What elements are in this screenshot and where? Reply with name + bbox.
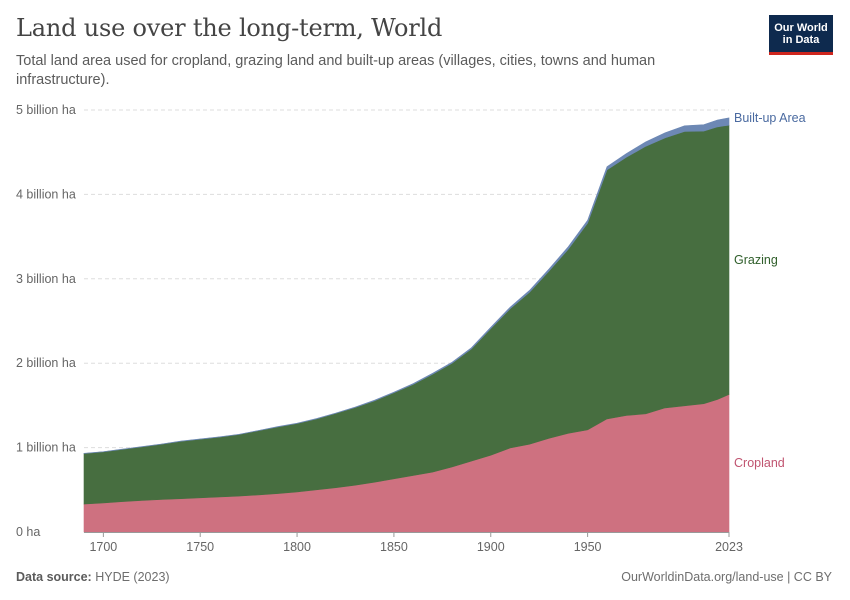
series-label: Grazing xyxy=(734,253,778,267)
data-source: Data source: HYDE (2023) xyxy=(16,570,170,584)
x-tick-label: 1700 xyxy=(89,540,117,554)
series-label: Cropland xyxy=(734,456,785,470)
x-tick-label: 1850 xyxy=(380,540,408,554)
x-tick-label: 1750 xyxy=(186,540,214,554)
data-source-label: Data source: xyxy=(16,570,92,584)
chart-title: Land use over the long-term, World xyxy=(16,14,443,42)
y-tick-label: 3 billion ha xyxy=(16,272,76,286)
y-tick-label: 4 billion ha xyxy=(16,187,76,201)
logo-line-2: in Data xyxy=(782,33,820,46)
owid-logo[interactable]: Our World in Data xyxy=(769,15,833,55)
series-label: Built-up Area xyxy=(734,111,806,125)
x-tick-label: 2023 xyxy=(715,540,743,554)
x-tick-label: 1800 xyxy=(283,540,311,554)
area-built-up-area xyxy=(83,117,730,454)
y-tick-label: 1 billion ha xyxy=(16,441,76,455)
x-tick-label: 1950 xyxy=(574,540,602,554)
footer-url[interactable]: OurWorldinData.org/land-use | CC BY xyxy=(621,570,832,584)
x-tick-label: 1900 xyxy=(477,540,505,554)
y-tick-label: 0 ha xyxy=(16,525,40,539)
chart-subtitle: Total land area used for cropland, grazi… xyxy=(16,53,656,88)
y-tick-label: 2 billion ha xyxy=(16,356,76,370)
y-tick-label: 5 billion ha xyxy=(16,103,76,117)
logo-line-1: Our World xyxy=(774,21,828,34)
data-source-value: HYDE (2023) xyxy=(95,570,170,584)
